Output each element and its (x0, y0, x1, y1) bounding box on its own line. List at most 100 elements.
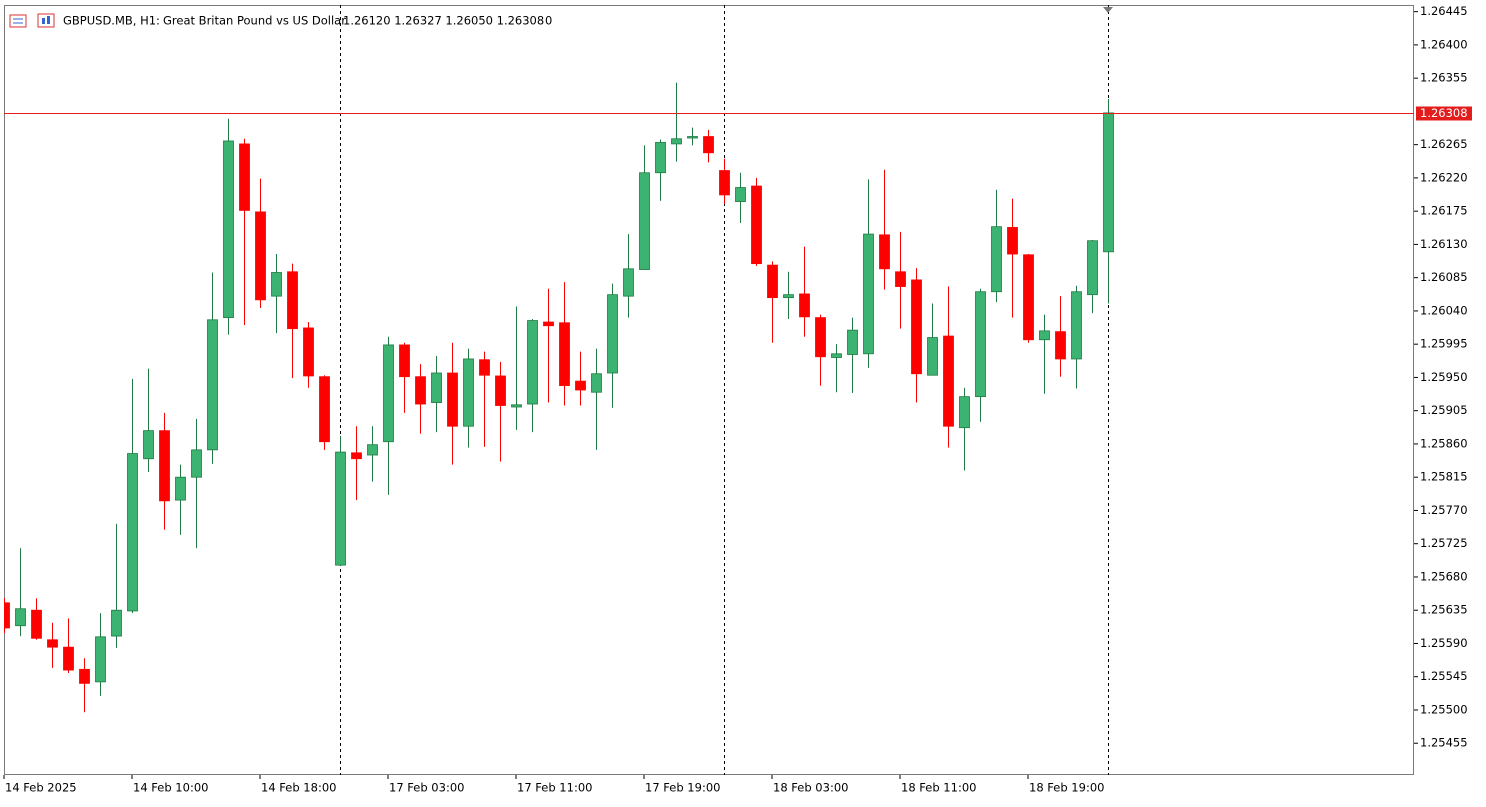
candle (703, 129, 714, 163)
candle-body (1039, 330, 1050, 341)
candle (847, 317, 858, 393)
y-tick-label: 1.25455 (1420, 736, 1468, 750)
y-tick-label: 1.25905 (1420, 403, 1468, 417)
candle-body (383, 344, 394, 443)
candle (543, 288, 554, 403)
candle (127, 378, 138, 614)
x-tick-label: 14 Feb 10:00 (133, 781, 208, 795)
candle (1103, 98, 1114, 304)
candle (687, 127, 698, 146)
y-tick-label: 1.26175 (1420, 204, 1468, 218)
candle-body (447, 372, 458, 427)
candle (399, 342, 410, 413)
candle (1055, 296, 1066, 377)
candle-body (783, 294, 794, 299)
y-tick-label: 1.26265 (1420, 137, 1468, 151)
candle (783, 271, 794, 320)
candle-body (815, 317, 826, 358)
candle-body (591, 373, 602, 393)
candle (671, 82, 682, 162)
candle-body (655, 142, 666, 174)
candle (831, 344, 842, 393)
candle (287, 263, 298, 379)
candle (79, 658, 90, 713)
icon-bar (42, 18, 45, 24)
candle-body (879, 234, 890, 270)
y-tick-label: 1.26085 (1420, 270, 1468, 284)
candle-body (463, 358, 474, 427)
candle-body (15, 608, 26, 627)
candle (47, 622, 58, 668)
y-tick-label: 1.26445 (1420, 4, 1468, 18)
candle-body (143, 430, 154, 460)
candle (383, 336, 394, 495)
candle-body (991, 226, 1002, 293)
ohlc: 1.26120 1.26327 1.26050 1.26308 (343, 14, 544, 28)
candle-body (943, 335, 954, 427)
x-tick-label: 17 Feb 03:00 (389, 781, 464, 795)
candle (895, 231, 906, 329)
candle (767, 261, 778, 343)
candle-body (415, 376, 426, 405)
x-tick-label: 14 Feb 18:00 (261, 781, 336, 795)
symbol: GBPUSD.MB, H1: (63, 14, 160, 28)
candle-body (1023, 254, 1034, 341)
price-label-bg (1416, 106, 1472, 121)
candle (447, 342, 458, 465)
x-tick-label: 18 Feb 11:00 (901, 781, 976, 795)
candle (655, 139, 666, 201)
candle-body (543, 321, 554, 327)
candle-body (495, 375, 506, 406)
candle (415, 364, 426, 434)
candle-body (671, 138, 682, 145)
candle (511, 306, 522, 430)
candle-body (1007, 227, 1018, 255)
candle (255, 178, 266, 308)
y-tick-label: 1.25500 (1420, 702, 1468, 716)
candle-body (63, 646, 74, 671)
x-tick-label: 17 Feb 11:00 (517, 781, 592, 795)
price-label: 1.26308 (1420, 106, 1468, 120)
x-tick-label: 18 Feb 03:00 (773, 781, 848, 795)
candle-body (223, 140, 234, 318)
candle (591, 348, 602, 450)
candle-body (799, 293, 810, 318)
candle-body (607, 294, 618, 374)
candle-body (623, 268, 634, 297)
candle (1071, 285, 1082, 389)
volume: 0 (545, 14, 552, 28)
candle (479, 351, 490, 447)
candle (1087, 239, 1098, 314)
y-tick-label: 1.26220 (1420, 170, 1468, 184)
candle (991, 189, 1002, 303)
candle (351, 426, 362, 501)
candle-body (479, 359, 490, 376)
candle-body (79, 668, 90, 684)
y-tick-label: 1.25545 (1420, 669, 1468, 683)
x-tick-label: 17 Feb 19:00 (645, 781, 720, 795)
y-tick-label: 1.26040 (1420, 303, 1468, 317)
candle (31, 598, 42, 640)
candle (1039, 314, 1050, 394)
candle-body (767, 264, 778, 299)
candle-body (1071, 291, 1082, 360)
y-tick-label: 1.25635 (1420, 603, 1468, 617)
candle (159, 412, 170, 530)
candle (927, 303, 938, 376)
candle-body (719, 170, 730, 196)
candle (863, 179, 874, 368)
candle-body (175, 476, 186, 501)
candle-body (559, 322, 570, 386)
x-tick-label: 14 Feb 2025 (5, 781, 77, 795)
candle-body (159, 430, 170, 502)
candle (1007, 198, 1018, 318)
candle-body (511, 404, 522, 408)
candle-body (95, 636, 106, 683)
candle-body (703, 136, 714, 154)
y-tick-label: 1.26355 (1420, 71, 1468, 85)
y-tick-label: 1.25680 (1420, 569, 1468, 583)
candle (495, 361, 506, 462)
candle (559, 282, 570, 406)
candle-body (191, 449, 202, 478)
